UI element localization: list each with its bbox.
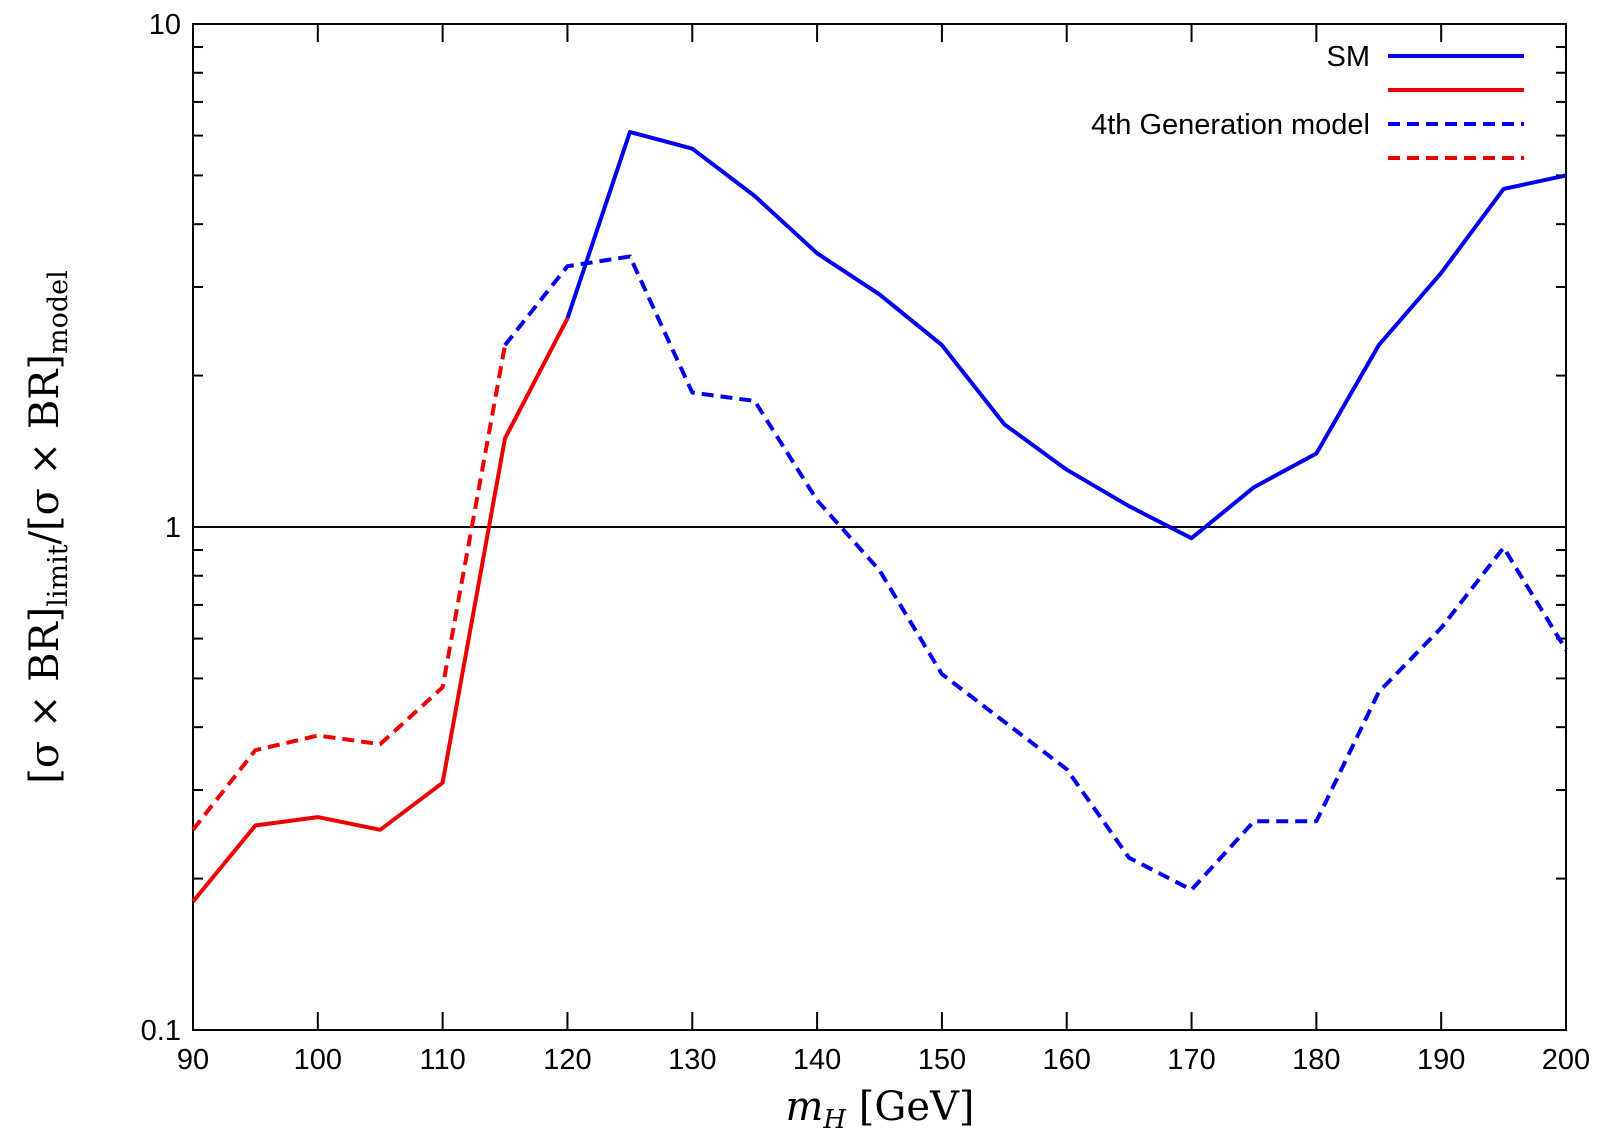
x-tick-label: 120: [543, 1044, 591, 1076]
series-line-1-solid: [565, 130, 1567, 541]
series-line-3-dashed: [503, 254, 1568, 892]
legend-label-1: SM: [1327, 41, 1371, 73]
series-layer: [191, 130, 1568, 903]
x-tick-label: 140: [793, 1044, 841, 1076]
y-axis-title: [σ × BR]limit/[σ × BR]model: [22, 270, 74, 784]
x-tick-label: 200: [1542, 1044, 1590, 1076]
x-tick-label: 180: [1292, 1044, 1340, 1076]
x-tick-label: 190: [1417, 1044, 1465, 1076]
x-tick-label: 110: [420, 1044, 466, 1076]
x-tick-label: 90: [177, 1044, 209, 1076]
x-tick-label: 150: [918, 1044, 966, 1076]
x-axis-title: mH [GeV]: [785, 1084, 974, 1135]
y-tick-label: 1: [165, 512, 181, 544]
y-tick-label: 10: [149, 9, 181, 41]
x-tick-label: 100: [294, 1044, 342, 1076]
tick-layer: 90 100 110 120 130 140 150 160 170 180 190 2000.111…: [141, 9, 1591, 1076]
x-tick-label: 170: [1167, 1044, 1215, 1076]
x-tick-label: 130: [668, 1044, 716, 1076]
legend: SM 4th Generation model: [1091, 41, 1524, 160]
series-line-4-dashed: [191, 344, 507, 832]
y-tick-label: 0.1: [141, 1015, 181, 1047]
series-line-2-solid: [191, 317, 570, 903]
x-tick-label: 160: [1043, 1044, 1091, 1076]
legend-label-3: 4th Generation model: [1091, 109, 1370, 141]
